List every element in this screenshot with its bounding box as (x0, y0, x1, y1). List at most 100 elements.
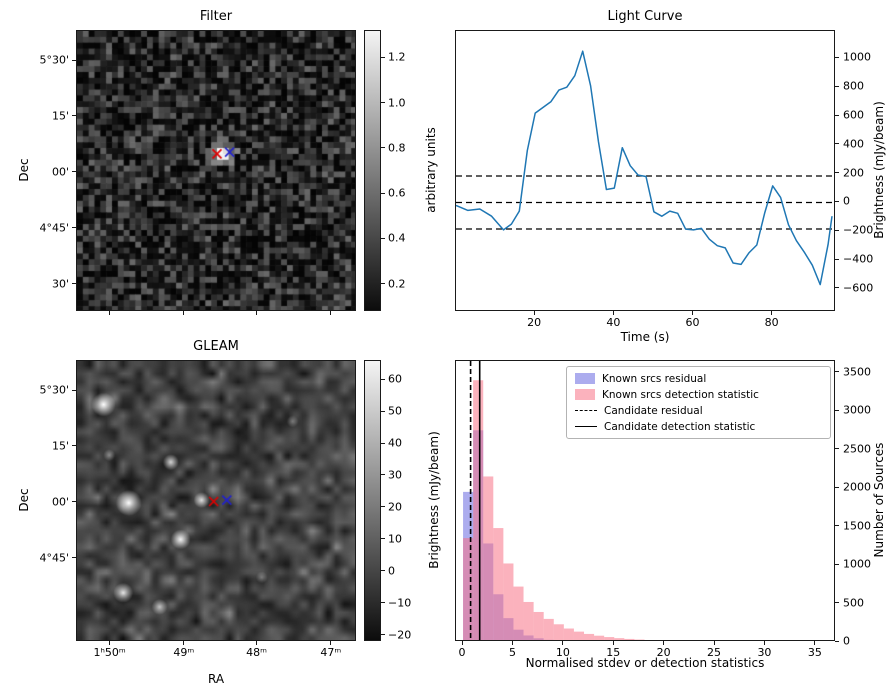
gleam-image (77, 361, 355, 640)
tick-label: −20 (388, 628, 412, 642)
tick-label: 5°30' (39, 53, 69, 67)
tick-label: 49ᵐ (173, 646, 195, 659)
tick-label: 0.6 (388, 186, 406, 200)
tick-label: 10 (388, 532, 402, 546)
light-curve-plot (456, 50, 834, 286)
tick-mark (835, 563, 839, 565)
tick-label: 10 (555, 646, 570, 659)
tick-label: −400 (843, 252, 874, 266)
gleam-colorbar (364, 360, 381, 641)
tick-mark (692, 311, 693, 315)
tick-mark (381, 570, 385, 572)
tick-mark (835, 143, 839, 145)
tick-mark (72, 557, 76, 559)
tick-mark (612, 311, 614, 315)
tick-mark (835, 229, 839, 231)
tick-label: 60 (685, 316, 700, 329)
tick-mark (562, 641, 564, 645)
legend-label-candidate-residual: Candidate residual (604, 404, 703, 417)
tick-mark (835, 640, 839, 642)
tick-label: 3000 (843, 403, 871, 417)
tick-mark (330, 311, 332, 315)
tick-label: 2000 (843, 480, 871, 494)
legend-label-residual: Known srcs residual (602, 372, 707, 385)
tick-mark (835, 114, 839, 116)
tick-label: 30 (388, 468, 402, 482)
tick-label: 0 (388, 564, 395, 578)
tick-mark (533, 311, 535, 315)
legend-item-candidate-residual: Candidate residual (575, 404, 822, 417)
tick-label: 35 (807, 646, 822, 659)
tick-label: 40 (388, 436, 402, 450)
gleam-axes (76, 360, 356, 641)
tick-label: 47ᵐ (320, 646, 342, 659)
tick-label: 2500 (843, 442, 871, 456)
histogram-ylabel: Number of Sources (872, 442, 886, 558)
tick-mark (381, 378, 385, 380)
tick-mark (72, 501, 76, 503)
tick-label: −10 (388, 596, 412, 610)
tick-mark (771, 311, 773, 315)
light-curve-axes (455, 30, 835, 311)
light-curve-xlabel: Time (s) (620, 330, 670, 344)
gleam-ylabel: Dec (17, 488, 31, 512)
legend-item-detection: Known srcs detection statistic (575, 388, 822, 401)
tick-label: 0.4 (388, 231, 406, 245)
tick-label: 0 (458, 646, 466, 659)
tick-mark (511, 641, 513, 645)
tick-mark (381, 147, 385, 149)
tick-label: 15 (606, 646, 621, 659)
tick-mark (835, 85, 839, 87)
tick-mark (381, 102, 385, 104)
tick-label: 1.2 (388, 50, 406, 64)
tick-label: 15' (51, 439, 69, 453)
legend-item-candidate-detection: Candidate detection statistic (575, 420, 822, 433)
legend-item-residual: Known srcs residual (575, 372, 822, 385)
tick-label: 48ᵐ (246, 646, 268, 659)
filter-image (77, 31, 355, 310)
gleam-colorbar-label: Brightness (mJy/beam) (427, 431, 441, 569)
tick-mark (835, 525, 839, 527)
tick-mark (183, 311, 185, 315)
light-curve-title: Light Curve (607, 9, 683, 24)
tick-label: 1000 (843, 557, 871, 571)
tick-label: 0.8 (388, 141, 406, 155)
tick-mark (72, 115, 76, 117)
tick-label: 80 (764, 316, 779, 329)
tick-mark (381, 506, 385, 508)
tick-label: 50 (388, 404, 402, 418)
tick-label: 0 (843, 194, 850, 208)
tick-mark (381, 602, 385, 604)
legend-swatch-dashed-line (575, 410, 597, 411)
tick-label: 200 (843, 166, 864, 180)
tick-mark (381, 474, 385, 476)
tick-label: 0 (843, 634, 850, 648)
tick-label: 5 (508, 646, 516, 659)
tick-mark (381, 538, 385, 540)
tick-label: 800 (843, 79, 864, 93)
filter-colorbar-label: arbitrary units (424, 127, 438, 213)
tick-mark (381, 442, 385, 444)
tick-label: 30' (51, 277, 69, 291)
tick-mark (256, 641, 258, 645)
tick-label: 20 (527, 316, 542, 329)
tick-mark (835, 486, 839, 488)
tick-label: 400 (843, 137, 864, 151)
tick-mark (663, 641, 665, 645)
tick-mark (835, 602, 839, 603)
tick-label: 5°30' (39, 383, 69, 397)
tick-label: 30 (757, 646, 772, 659)
tick-mark (814, 641, 816, 645)
tick-mark (835, 287, 839, 289)
filter-colorbar (364, 30, 381, 311)
tick-mark (72, 283, 76, 285)
tick-mark (713, 641, 715, 645)
tick-mark (381, 634, 385, 636)
tick-mark (72, 389, 76, 391)
tick-mark (763, 641, 765, 645)
histogram-xlabel: Normalised stdev or detection statistics (525, 656, 765, 670)
tick-mark (835, 200, 839, 202)
filter-title: Filter (199, 9, 233, 24)
tick-label: 1000 (843, 50, 871, 64)
filter-ylabel: Dec (17, 158, 31, 182)
